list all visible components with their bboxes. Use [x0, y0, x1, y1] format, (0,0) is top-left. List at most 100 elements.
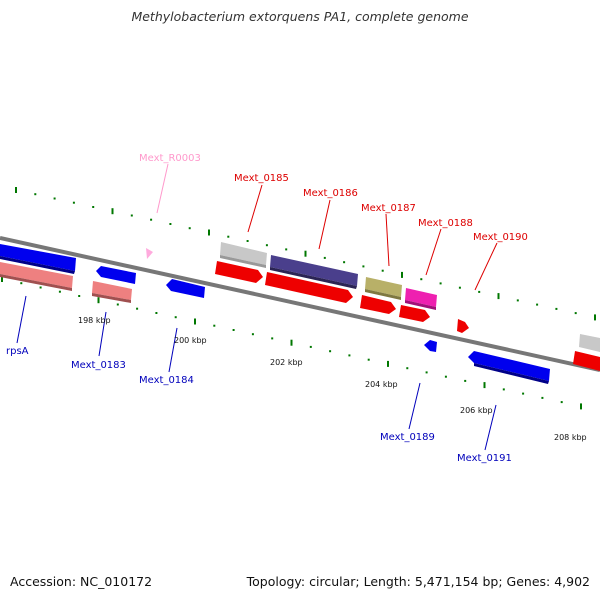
gene-mext-0186-shadow	[270, 267, 357, 289]
upper-tick	[478, 290, 481, 293]
kbp-label-198: 198 kbp	[78, 316, 111, 325]
leader-lines	[16, 163, 498, 451]
label-mext-0184: Mext_0184	[139, 375, 194, 386]
upper-tick	[304, 250, 307, 257]
kbp-label-202: 202 kbp	[270, 358, 303, 367]
gene-mext-0183[interactable]	[96, 266, 136, 284]
lower-tick	[116, 303, 119, 306]
lower-tick	[502, 388, 505, 391]
upper-tick	[72, 201, 75, 204]
upper-tick	[362, 265, 365, 268]
gene-mext-0184[interactable]	[166, 279, 205, 298]
upper-tick	[497, 293, 500, 300]
gene-mext-0189[interactable]	[424, 340, 437, 352]
kbp-label-200: 200 kbp	[174, 336, 207, 345]
lower-tick	[348, 354, 351, 357]
upper-tick	[227, 235, 230, 238]
upper-tick	[130, 214, 133, 217]
kbp-label-208: 208 kbp	[554, 433, 587, 442]
gene-rpsA[interactable]	[0, 244, 76, 271]
upper-tick	[594, 314, 596, 321]
upper-tick	[536, 303, 539, 306]
gene-mext-0187[interactable]	[365, 277, 402, 297]
lower-tick	[1, 276, 3, 282]
label-mext-0191: Mext_0191	[457, 453, 512, 464]
label-mext-0183: Mext_0183	[71, 360, 126, 371]
gene-red-right-edge[interactable]	[573, 351, 600, 371]
gene-gray-block-left-shadow	[220, 255, 266, 268]
lower-tick	[425, 371, 428, 374]
genome-backbone	[0, 236, 600, 372]
upper-tick-row	[15, 187, 596, 321]
lower-tick	[290, 339, 293, 346]
lower-tick	[174, 316, 177, 319]
kbp-label-204: 204 kbp	[365, 380, 398, 389]
upper-tick	[323, 256, 326, 259]
lower-tick	[406, 367, 409, 370]
upper-tick	[555, 307, 558, 310]
label-mext-r0003: Mext_R0003	[139, 153, 201, 164]
gene-red-short-b[interactable]	[399, 305, 430, 322]
upper-tick	[53, 197, 56, 200]
upper-tick	[285, 248, 288, 251]
page-title: Methylobacterium extorquens PA1, complet…	[131, 9, 469, 24]
lower-tick	[20, 282, 23, 285]
upper-tick	[381, 269, 384, 272]
lower-tick	[155, 312, 158, 314]
gene-rpsA-shadow	[0, 256, 75, 274]
lower-tick	[367, 358, 370, 361]
upper-tick	[420, 278, 423, 281]
lower-tick-row	[1, 276, 582, 410]
lower-tick	[483, 382, 486, 389]
upper-tick	[34, 193, 37, 196]
label-mext-0189: Mext_0189	[380, 432, 435, 443]
upper-tick	[169, 223, 172, 225]
lower-tick	[97, 297, 100, 304]
gene-mext-r0003[interactable]	[146, 248, 153, 259]
upper-tick	[150, 218, 153, 221]
gene-red-short-a[interactable]	[360, 295, 396, 314]
lower-tick	[541, 396, 544, 399]
lower-tick	[78, 295, 81, 297]
gene-mext-0191[interactable]	[468, 351, 550, 381]
upper-tick	[401, 271, 403, 278]
gene-mext-0188-shadow	[405, 300, 436, 310]
lower-tick	[329, 350, 332, 353]
upper-tick	[516, 299, 519, 302]
label-mext-0185: Mext_0185	[234, 173, 289, 184]
upper-tick	[343, 261, 346, 264]
upper-tick	[265, 244, 268, 247]
lower-tick	[136, 307, 139, 310]
gene-gray-block-right[interactable]	[579, 334, 600, 352]
upper-tick	[246, 240, 249, 242]
gene-mext-0190[interactable]	[457, 319, 469, 333]
upper-tick	[574, 312, 577, 315]
gene-mext-0191-shadow	[474, 363, 549, 384]
upper-tick	[208, 229, 210, 236]
lower-tick	[560, 401, 563, 404]
gene-mext-0185[interactable]	[215, 261, 263, 283]
gene-red-long[interactable]	[265, 272, 353, 303]
lower-tick	[580, 403, 582, 410]
label-mext-0188: Mext_0188	[418, 218, 473, 229]
lower-tick	[232, 329, 235, 331]
gene-mext-0187-shadow	[365, 289, 401, 300]
lower-tick	[464, 379, 467, 382]
gene-gray-block-left[interactable]	[220, 242, 267, 265]
gene-mext-0188[interactable]	[405, 288, 437, 307]
lower-tick	[522, 392, 525, 395]
upper-tick	[111, 208, 114, 215]
gene-salmon-long[interactable]	[0, 262, 73, 288]
gene-salmon-long-shadow	[0, 274, 72, 291]
label-mext-0187: Mext_0187	[361, 203, 416, 214]
gene-salmon-small[interactable]	[92, 281, 132, 300]
upper-tick	[458, 286, 461, 289]
upper-tick	[92, 206, 95, 208]
accession-text: Accession: NC_010172	[10, 574, 153, 589]
gene-mext-0186[interactable]	[270, 255, 358, 286]
label-rpsA: rpsA	[6, 346, 29, 357]
lower-tick	[387, 360, 389, 367]
lower-tick	[271, 337, 274, 340]
reverse-features	[0, 244, 550, 384]
